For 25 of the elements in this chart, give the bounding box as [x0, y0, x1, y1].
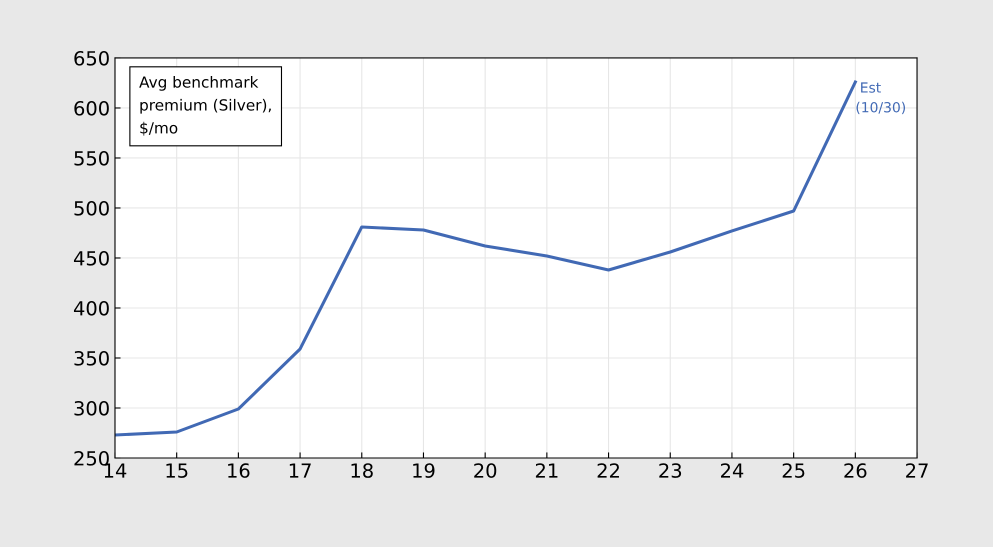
x-tick-label: 21 — [536, 463, 558, 478]
x-tick-label: 20 — [474, 463, 496, 478]
x-tick-label: 25 — [782, 463, 804, 478]
y-tick-label: 550 — [74, 150, 109, 166]
x-tick-label: 17 — [290, 463, 311, 478]
y-tick-label: 500 — [74, 200, 109, 216]
x-tick-label: 27 — [906, 463, 928, 478]
y-tick-label: 650 — [74, 50, 109, 66]
y-tick-label: 350 — [74, 350, 109, 366]
y-tick-label: 600 — [74, 100, 109, 116]
x-tick-label: 23 — [659, 463, 682, 478]
x-tick-label: 16 — [228, 463, 250, 478]
annotation: Avg benchmark premium (Silver), $/mo — [139, 76, 271, 136]
annotation: Est (10/30) — [856, 82, 906, 114]
x-tick-label: 26 — [844, 463, 866, 478]
y-tick-label: 400 — [74, 300, 109, 316]
x-tick-label: 22 — [598, 463, 619, 478]
y-tick-label: 300 — [74, 400, 109, 416]
x-tick-label: 19 — [413, 463, 434, 478]
y-tick-label: 250 — [74, 450, 109, 466]
x-tick-label: 15 — [166, 463, 188, 478]
x-tick-label: 24 — [721, 463, 744, 478]
y-tick-label: 450 — [74, 250, 109, 266]
x-tick-label: 14 — [104, 463, 126, 478]
x-tick-label: 18 — [352, 463, 373, 478]
